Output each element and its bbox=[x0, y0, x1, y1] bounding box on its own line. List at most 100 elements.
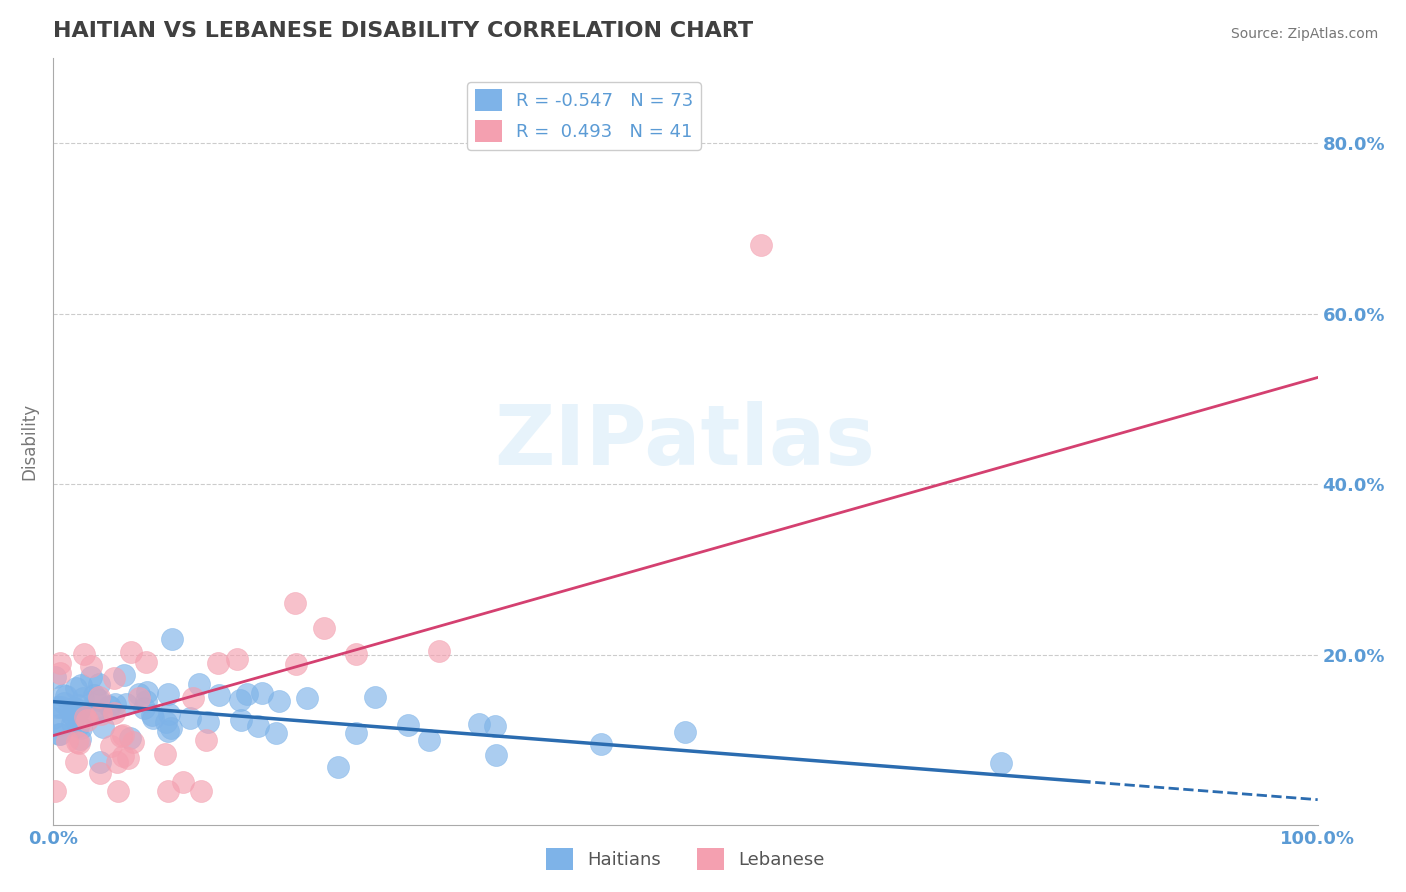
Point bbox=[673, 724, 696, 739]
Point bbox=[344, 647, 367, 661]
Point bbox=[197, 715, 219, 730]
Point bbox=[122, 735, 145, 749]
Point bbox=[118, 731, 141, 745]
Point bbox=[236, 688, 259, 702]
Point bbox=[396, 717, 419, 731]
Point bbox=[155, 714, 177, 729]
Point bbox=[112, 668, 135, 682]
Point bbox=[107, 784, 129, 798]
Point bbox=[135, 694, 157, 708]
Point bbox=[63, 700, 86, 714]
Point bbox=[49, 727, 72, 741]
Point bbox=[326, 760, 349, 774]
Point bbox=[120, 645, 142, 659]
Point bbox=[48, 718, 70, 732]
Point bbox=[485, 748, 508, 763]
Point bbox=[427, 644, 450, 658]
Point bbox=[87, 692, 110, 706]
Point bbox=[990, 756, 1012, 770]
Point bbox=[115, 697, 138, 711]
Point bbox=[153, 747, 176, 761]
Point bbox=[51, 688, 73, 702]
Point bbox=[172, 775, 194, 789]
Point bbox=[187, 676, 209, 690]
Point bbox=[48, 656, 70, 670]
Point bbox=[162, 632, 184, 646]
Point bbox=[44, 784, 66, 798]
Point bbox=[231, 713, 253, 727]
Point bbox=[364, 690, 387, 704]
Point bbox=[284, 657, 307, 671]
Point bbox=[67, 719, 90, 733]
Point bbox=[100, 700, 122, 714]
Point bbox=[66, 735, 89, 749]
Point bbox=[179, 711, 201, 725]
Point bbox=[55, 689, 77, 703]
Point bbox=[75, 709, 97, 723]
Point bbox=[264, 726, 287, 740]
Point bbox=[58, 702, 80, 716]
Point bbox=[67, 698, 90, 713]
Point bbox=[135, 656, 157, 670]
Point bbox=[157, 688, 180, 702]
Point bbox=[225, 652, 247, 666]
Point bbox=[60, 708, 83, 723]
Point bbox=[104, 697, 127, 711]
Point bbox=[160, 721, 183, 735]
Point bbox=[295, 690, 318, 705]
Point bbox=[111, 748, 134, 763]
Point bbox=[53, 696, 76, 710]
Point bbox=[128, 690, 150, 705]
Point bbox=[67, 736, 90, 750]
Point bbox=[312, 621, 335, 635]
Point bbox=[90, 706, 112, 721]
Point bbox=[468, 717, 491, 731]
Point bbox=[208, 689, 231, 703]
Point bbox=[194, 733, 217, 747]
Point bbox=[110, 729, 132, 743]
Point bbox=[46, 700, 69, 714]
Point bbox=[105, 755, 128, 769]
Y-axis label: Disability: Disability bbox=[21, 403, 39, 480]
Point bbox=[87, 690, 110, 704]
Point bbox=[73, 647, 96, 661]
Point bbox=[63, 709, 86, 723]
Point bbox=[44, 670, 66, 684]
Text: Source: ZipAtlas.com: Source: ZipAtlas.com bbox=[1230, 27, 1378, 41]
Point bbox=[91, 720, 114, 734]
Point bbox=[246, 719, 269, 733]
Point bbox=[79, 670, 101, 684]
Point bbox=[76, 713, 98, 727]
Point bbox=[67, 703, 90, 717]
Text: HAITIAN VS LEBANESE DISABILITY CORRELATION CHART: HAITIAN VS LEBANESE DISABILITY CORRELATI… bbox=[52, 21, 752, 41]
Point bbox=[100, 739, 122, 753]
Point bbox=[86, 706, 108, 721]
Point bbox=[157, 707, 180, 722]
Point bbox=[344, 726, 367, 740]
Point bbox=[80, 659, 103, 673]
Point bbox=[207, 656, 229, 670]
Point bbox=[83, 688, 105, 702]
Point bbox=[69, 732, 91, 747]
Point bbox=[56, 734, 79, 748]
Point bbox=[250, 686, 273, 700]
Point bbox=[267, 694, 290, 708]
Point bbox=[132, 701, 155, 715]
Point bbox=[42, 711, 65, 725]
Point bbox=[589, 737, 612, 751]
Point bbox=[749, 238, 772, 252]
Point bbox=[181, 690, 204, 705]
Point bbox=[135, 685, 157, 699]
Point bbox=[190, 784, 212, 798]
Point bbox=[51, 699, 73, 714]
Point bbox=[229, 692, 252, 706]
Point bbox=[156, 784, 179, 798]
Point bbox=[112, 728, 135, 742]
Point bbox=[97, 698, 120, 713]
Point bbox=[103, 672, 125, 686]
Point bbox=[84, 690, 107, 705]
Point bbox=[142, 711, 165, 725]
Point bbox=[65, 755, 87, 769]
Point bbox=[48, 727, 70, 741]
Point bbox=[103, 706, 125, 720]
